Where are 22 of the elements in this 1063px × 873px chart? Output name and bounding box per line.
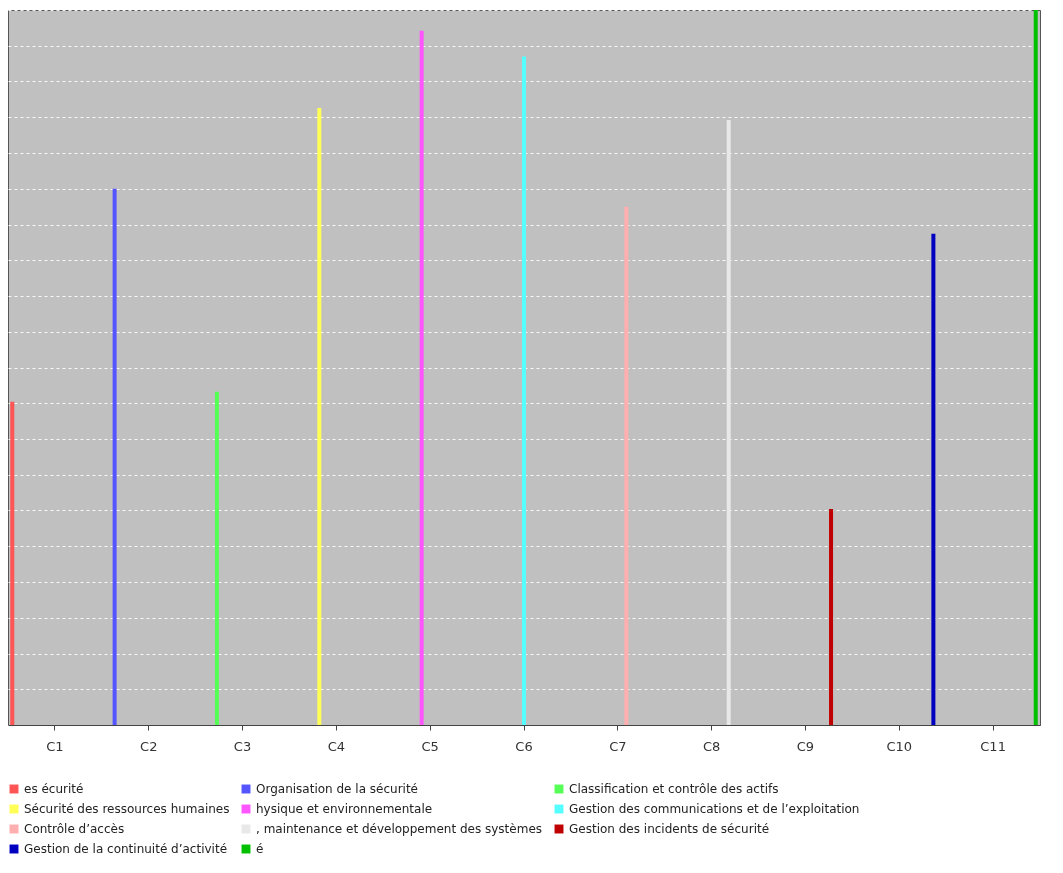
legend-label: Organisation de la sécurité [256,782,418,796]
x-tick-label: C9 [796,738,815,754]
legend-label: Classification et contrôle des actifs [569,782,779,796]
legend-label: es écurité [24,782,84,796]
x-tick-label: C2 [140,738,158,754]
legend-label: Gestion de la continuité d’activité [24,842,228,856]
legend-label: Sécurité des ressources humaines [24,802,230,816]
x-tick-label: C5 [421,738,439,754]
legend-label: hysique et environnementale [256,802,433,816]
x-tick-label: C3 [233,738,252,754]
legend-label: Gestion des incidents de sécurité [569,822,770,836]
x-tick-label: C8 [702,738,721,754]
legend-label: Gestion des communications et de l’exploitation [569,802,860,816]
x-tick-label: C1 [46,738,64,754]
x-tick-label: C11 [980,738,1006,754]
legend-label: é [256,842,264,856]
x-tick-label: C4 [327,738,346,754]
x-tick-label: C10 [886,738,913,754]
legend-label: Contrôle d’accès [24,822,125,836]
x-tick-label: C7 [609,738,627,754]
legend-label: , maintenance et développement des systèmes [256,822,543,836]
x-tick-label: C6 [515,738,533,754]
